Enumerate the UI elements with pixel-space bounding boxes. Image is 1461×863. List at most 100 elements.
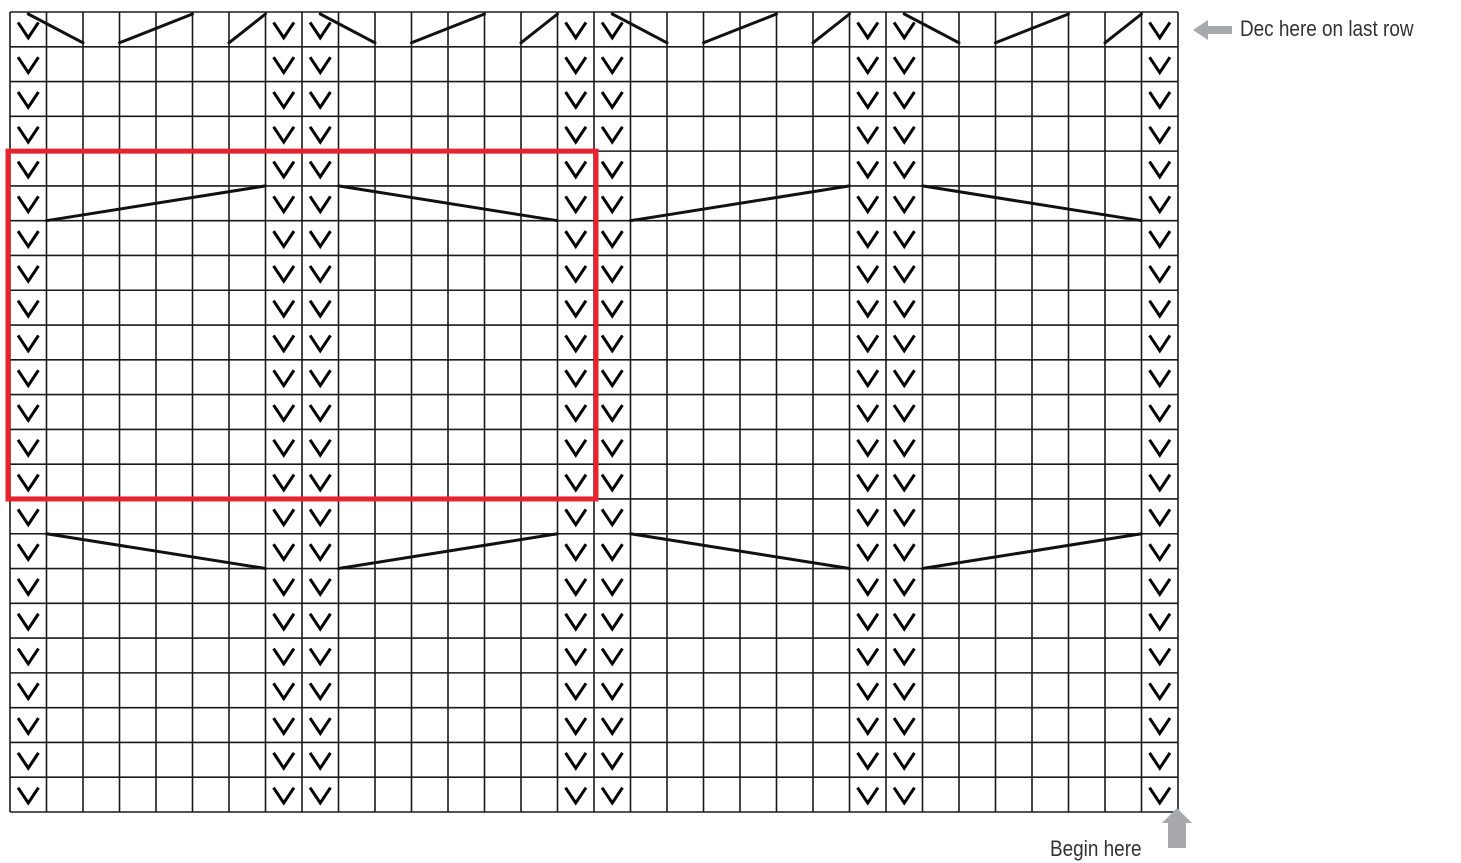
v-check-icon xyxy=(892,265,916,284)
v-check-icon xyxy=(308,578,332,597)
v-check-icon xyxy=(272,265,296,284)
v-check-icon xyxy=(308,752,332,771)
v-check-icon xyxy=(564,717,588,737)
v-check-icon xyxy=(600,195,624,215)
v-check-icon xyxy=(600,160,624,180)
slip-stitch-symbols xyxy=(16,21,1172,806)
v-check-icon xyxy=(856,647,880,667)
v-check-icon xyxy=(600,265,624,284)
v-check-icon xyxy=(16,543,40,563)
v-check-icon xyxy=(308,125,332,145)
v-check-icon xyxy=(600,404,624,424)
v-check-icon xyxy=(600,786,624,806)
v-check-icon xyxy=(600,125,624,145)
v-check-icon xyxy=(272,682,296,702)
v-check-icon xyxy=(600,299,624,319)
v-check-icon xyxy=(16,612,40,632)
v-check-icon xyxy=(564,612,588,632)
decrease-line xyxy=(921,532,1143,571)
v-check-icon xyxy=(16,299,40,319)
v-check-icon xyxy=(272,786,296,806)
v-check-icon xyxy=(308,160,332,180)
decrease-line xyxy=(410,12,486,45)
v-check-icon xyxy=(1148,473,1172,493)
v-check-icon xyxy=(600,647,624,667)
v-check-icon xyxy=(16,195,40,215)
decrease-line xyxy=(921,184,1143,223)
v-check-icon xyxy=(600,508,624,528)
v-check-icon xyxy=(16,91,40,111)
v-check-icon xyxy=(600,612,624,632)
v-check-icon xyxy=(564,786,588,806)
dec-here-label: Dec here on last row xyxy=(1240,16,1414,41)
v-check-icon xyxy=(272,125,296,145)
v-check-icon xyxy=(308,404,332,424)
v-check-icon xyxy=(16,265,40,284)
v-check-icon xyxy=(1148,508,1172,528)
v-check-icon xyxy=(272,160,296,180)
v-check-icon xyxy=(16,508,40,528)
v-check-icon xyxy=(16,404,40,424)
v-check-icon xyxy=(564,682,588,702)
v-check-icon xyxy=(856,369,880,389)
v-check-icon xyxy=(600,473,624,493)
v-check-icon xyxy=(564,230,588,250)
v-check-icon xyxy=(600,230,624,250)
v-check-icon xyxy=(564,91,588,111)
v-check-icon xyxy=(308,647,332,667)
v-check-icon xyxy=(600,752,624,771)
decrease-line xyxy=(45,184,267,223)
v-check-icon xyxy=(308,369,332,389)
v-check-icon xyxy=(856,160,880,180)
v-check-icon xyxy=(892,543,916,563)
decrease-line xyxy=(519,12,559,45)
v-check-icon xyxy=(308,438,332,458)
v-check-icon xyxy=(1148,369,1172,389)
v-check-icon xyxy=(564,299,588,319)
v-check-icon xyxy=(272,752,296,771)
v-check-icon xyxy=(892,473,916,493)
v-check-icon xyxy=(272,473,296,493)
v-check-icon xyxy=(856,230,880,250)
decrease-line xyxy=(1103,12,1143,45)
v-check-icon xyxy=(1148,717,1172,737)
v-check-icon xyxy=(272,508,296,528)
v-check-icon xyxy=(16,334,40,354)
v-check-icon xyxy=(308,334,332,354)
v-check-icon xyxy=(892,195,916,215)
v-check-icon xyxy=(856,91,880,111)
decrease-line xyxy=(629,532,851,571)
v-check-icon xyxy=(600,56,624,76)
v-check-icon xyxy=(16,752,40,771)
v-check-icon xyxy=(856,473,880,493)
v-check-icon xyxy=(272,299,296,319)
v-check-icon xyxy=(272,647,296,667)
v-check-icon xyxy=(892,438,916,458)
v-check-icon xyxy=(1148,299,1172,319)
v-check-icon xyxy=(1148,195,1172,215)
decrease-line xyxy=(227,12,267,45)
v-check-icon xyxy=(892,647,916,667)
decrease-line xyxy=(702,12,778,45)
v-check-icon xyxy=(856,21,880,41)
v-check-icon xyxy=(272,21,296,41)
decrease-line xyxy=(45,532,267,571)
v-check-icon xyxy=(272,543,296,563)
v-check-icon xyxy=(16,647,40,667)
v-check-icon xyxy=(600,369,624,389)
v-check-icon xyxy=(308,473,332,493)
v-check-icon xyxy=(16,230,40,250)
decrease-line xyxy=(811,12,851,45)
v-check-icon xyxy=(308,265,332,284)
v-check-icon xyxy=(308,612,332,632)
v-check-icon xyxy=(892,717,916,737)
v-check-icon xyxy=(564,404,588,424)
v-check-icon xyxy=(856,299,880,319)
v-check-icon xyxy=(16,369,40,389)
v-check-icon xyxy=(272,230,296,250)
v-check-icon xyxy=(856,56,880,76)
v-check-icon xyxy=(600,21,624,41)
v-check-icon xyxy=(564,647,588,667)
v-check-icon xyxy=(1148,786,1172,806)
v-check-icon xyxy=(272,91,296,111)
